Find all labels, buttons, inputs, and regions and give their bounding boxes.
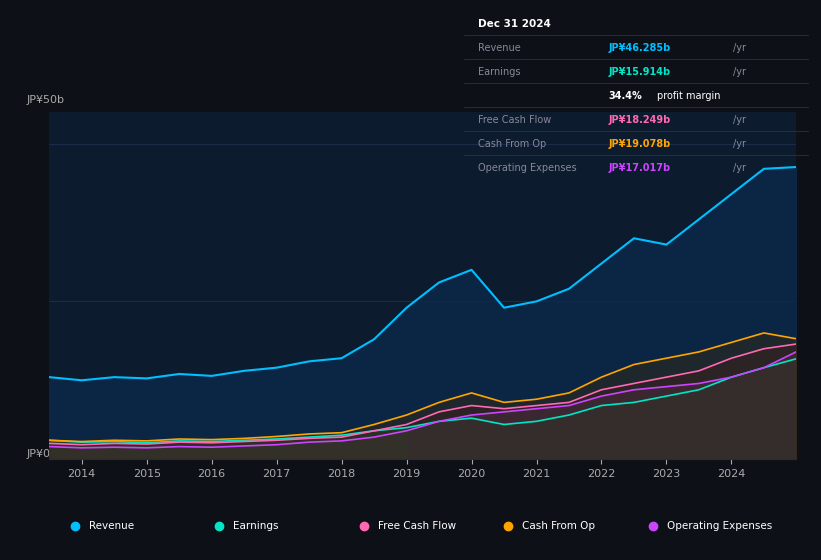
Text: Free Cash Flow: Free Cash Flow (478, 115, 551, 125)
Text: JP¥19.078b: JP¥19.078b (608, 139, 671, 150)
Text: Dec 31 2024: Dec 31 2024 (478, 20, 551, 30)
Text: JP¥17.017b: JP¥17.017b (608, 164, 671, 174)
Text: JP¥46.285b: JP¥46.285b (608, 44, 671, 53)
Text: JP¥50b: JP¥50b (27, 95, 65, 105)
Text: profit margin: profit margin (657, 91, 721, 101)
Text: /yr: /yr (733, 67, 745, 77)
Text: 34.4%: 34.4% (608, 91, 643, 101)
Text: /yr: /yr (733, 164, 745, 174)
Text: Operating Expenses: Operating Expenses (667, 521, 773, 531)
Text: Revenue: Revenue (478, 44, 521, 53)
Text: Revenue: Revenue (89, 521, 134, 531)
Text: JP¥18.249b: JP¥18.249b (608, 115, 671, 125)
Text: Free Cash Flow: Free Cash Flow (378, 521, 456, 531)
Text: Cash From Op: Cash From Op (478, 139, 546, 150)
Text: Cash From Op: Cash From Op (522, 521, 595, 531)
Text: /yr: /yr (733, 115, 745, 125)
Text: /yr: /yr (733, 139, 745, 150)
Text: Earnings: Earnings (233, 521, 279, 531)
Text: JP¥0: JP¥0 (27, 449, 51, 459)
Text: Operating Expenses: Operating Expenses (478, 164, 576, 174)
Text: JP¥15.914b: JP¥15.914b (608, 67, 671, 77)
Text: Earnings: Earnings (478, 67, 521, 77)
Text: /yr: /yr (733, 44, 745, 53)
